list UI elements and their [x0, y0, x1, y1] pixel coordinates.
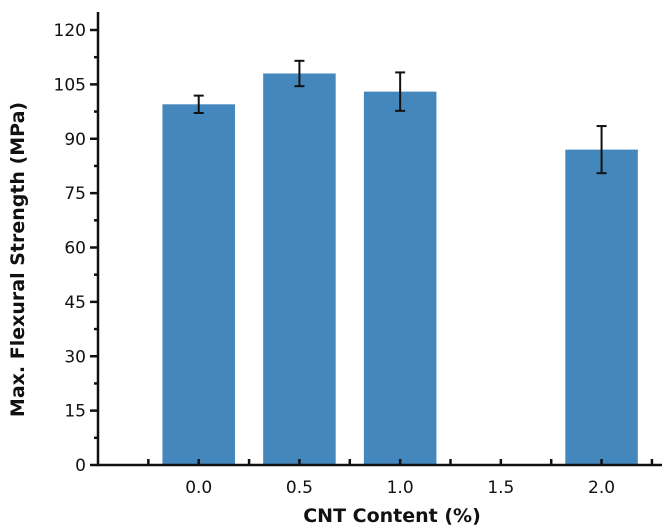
y-tick-label: 90 [64, 130, 86, 150]
y-tick-label: 0 [75, 456, 86, 476]
x-tick-label: 1.5 [487, 478, 514, 498]
bar-0.5 [263, 73, 336, 465]
y-tick-label: 60 [64, 239, 86, 259]
y-tick-label: 45 [64, 293, 86, 313]
error-bar-0.5 [294, 59, 305, 88]
bars-layer [162, 73, 638, 465]
x-tick-label: 0.0 [185, 478, 212, 498]
x-axis-title: CNT Content (%) [303, 505, 481, 527]
error-bar-0.0 [193, 94, 204, 115]
y-tick-label: 15 [64, 402, 86, 422]
error-bar-2.0 [596, 125, 607, 175]
y-tick-label: 75 [64, 184, 86, 204]
x-tick-label: 2.0 [588, 478, 615, 498]
bar-2.0 [565, 149, 638, 465]
error-bars-layer [193, 59, 607, 175]
y-ticks: 0 15 30 45 60 75 90 105 120 [54, 21, 98, 476]
error-bar-1.0 [395, 71, 406, 112]
x-tick-label: 1.0 [387, 478, 414, 498]
y-tick-label: 105 [54, 75, 86, 95]
bar-1.0 [363, 91, 437, 465]
x-ticks: 0.0 0.5 1.0 1.5 2.0 [147, 459, 654, 498]
x-tick-label: 0.5 [286, 478, 313, 498]
y-tick-label: 30 [64, 347, 86, 367]
bar-0.0 [162, 104, 235, 465]
y-tick-label: 120 [54, 21, 86, 41]
y-axis-title: Max. Flexural Strength (MPa) [7, 102, 29, 417]
